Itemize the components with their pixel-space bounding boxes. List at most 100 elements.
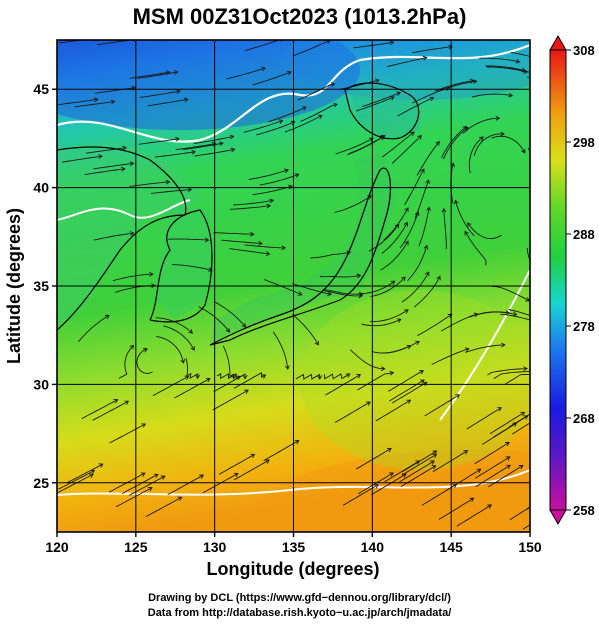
streamline [300,103,338,122]
streamline-arrowhead [390,95,395,101]
streamline-arrowhead [521,148,526,154]
streamline-arrowhead [390,280,396,285]
streamline-arrowhead [432,450,438,455]
credit-line-data: Data from http://database.rish.kyoto−u.a… [147,607,452,619]
streamline-arrowhead [113,399,119,404]
streamline-arrowhead [314,340,319,346]
streamlines [57,34,544,530]
streamline [479,57,520,63]
streamline-arrowhead [261,374,267,379]
streamline-arrowhead [333,102,338,108]
streamline-arrowhead [534,184,538,188]
streamline-arrowhead [147,486,153,492]
streamline [491,285,530,302]
y-tick-label: 45 [33,81,49,97]
streamline-arrowhead [153,473,159,479]
colorbar-scale [549,49,567,511]
streamline [487,368,528,376]
streamline [85,147,127,154]
streamline-arrowhead [345,373,351,378]
streamline-arrowhead [506,464,511,470]
streamline-arrowhead [505,456,511,461]
streamline [174,378,211,399]
streamline [348,135,386,155]
streamline-arrowhead [165,179,171,185]
streamline [391,381,428,404]
streamline [508,413,530,428]
streamline [424,394,460,417]
streamline [526,247,530,262]
streamline [322,289,363,297]
streamline-arrowhead [302,106,307,111]
streamline-arrowhead [508,92,514,98]
streamline-arrowhead [294,173,300,178]
y-tick-label: 25 [33,475,49,491]
streamline [355,96,395,112]
streamline-arrowhead [404,240,409,246]
streamline-arrowhead [540,498,544,502]
streamline-arrowhead [124,400,130,405]
streamline [357,372,394,391]
streamline [212,389,249,411]
streamline-arrowhead [479,136,484,141]
streamline-arrowhead [419,370,425,375]
streamline [218,454,255,475]
colorbar: 308 298 288 278 268 258 [549,34,595,526]
streamline [469,311,510,318]
streamline [93,232,134,241]
streamline [381,131,415,158]
streamline [147,98,188,107]
streamline-arrowhead [404,207,409,213]
streamline [229,205,271,210]
streamline [509,506,530,521]
streamline [121,474,159,494]
streamline-arrowhead [473,312,479,318]
streamline-arrowhead [230,147,236,153]
streamline-arrowhead [297,291,303,296]
streamline [500,313,530,321]
streamline-arrowhead [98,463,104,468]
streamline [371,345,411,354]
streamline-arrowhead [211,141,217,147]
streamline-arrowhead [330,82,336,87]
streamline [464,231,487,266]
streamline-arrowhead [229,134,235,140]
streamline-arrowhead [515,58,521,64]
streamline-arrowhead [396,318,402,323]
streamline-arrowhead [129,34,133,38]
streamline-arrowhead [435,141,440,146]
streamline [349,349,385,370]
streamline-arrowhead [294,439,300,445]
streamline-arrowhead [375,78,380,84]
streamline [368,224,400,252]
streamline [384,460,420,483]
streamline-arrowhead [432,453,438,459]
streamline-arrowhead [199,474,205,479]
streamline [356,280,395,295]
streamline [233,199,274,206]
streamline-arrowhead [205,377,211,383]
streamline-arrowhead [195,374,201,380]
x-tick-label: 140 [361,539,385,555]
streamline-arrowhead [453,199,459,205]
streamline [445,468,481,491]
streamline-arrowhead [415,460,421,465]
streamline-arrowhead [242,374,248,380]
streamline [397,97,434,117]
streamline-arrowhead [269,198,275,204]
hokkaido-landmass [350,80,420,140]
streamline-arrowhead [265,459,270,464]
streamline-arrowhead [487,504,493,509]
streamline [508,309,530,316]
streamline-arrowhead [448,44,454,50]
streamline-arrowhead [356,374,362,379]
streamline [310,251,351,259]
streamline-arrowhead [420,379,425,384]
streamline-arrowhead [466,222,472,227]
streamline [387,57,427,67]
streamline [139,90,180,98]
streamline-arrowhead [430,460,435,465]
streamline [175,143,216,151]
streamline [136,348,153,374]
streamline [462,117,500,134]
